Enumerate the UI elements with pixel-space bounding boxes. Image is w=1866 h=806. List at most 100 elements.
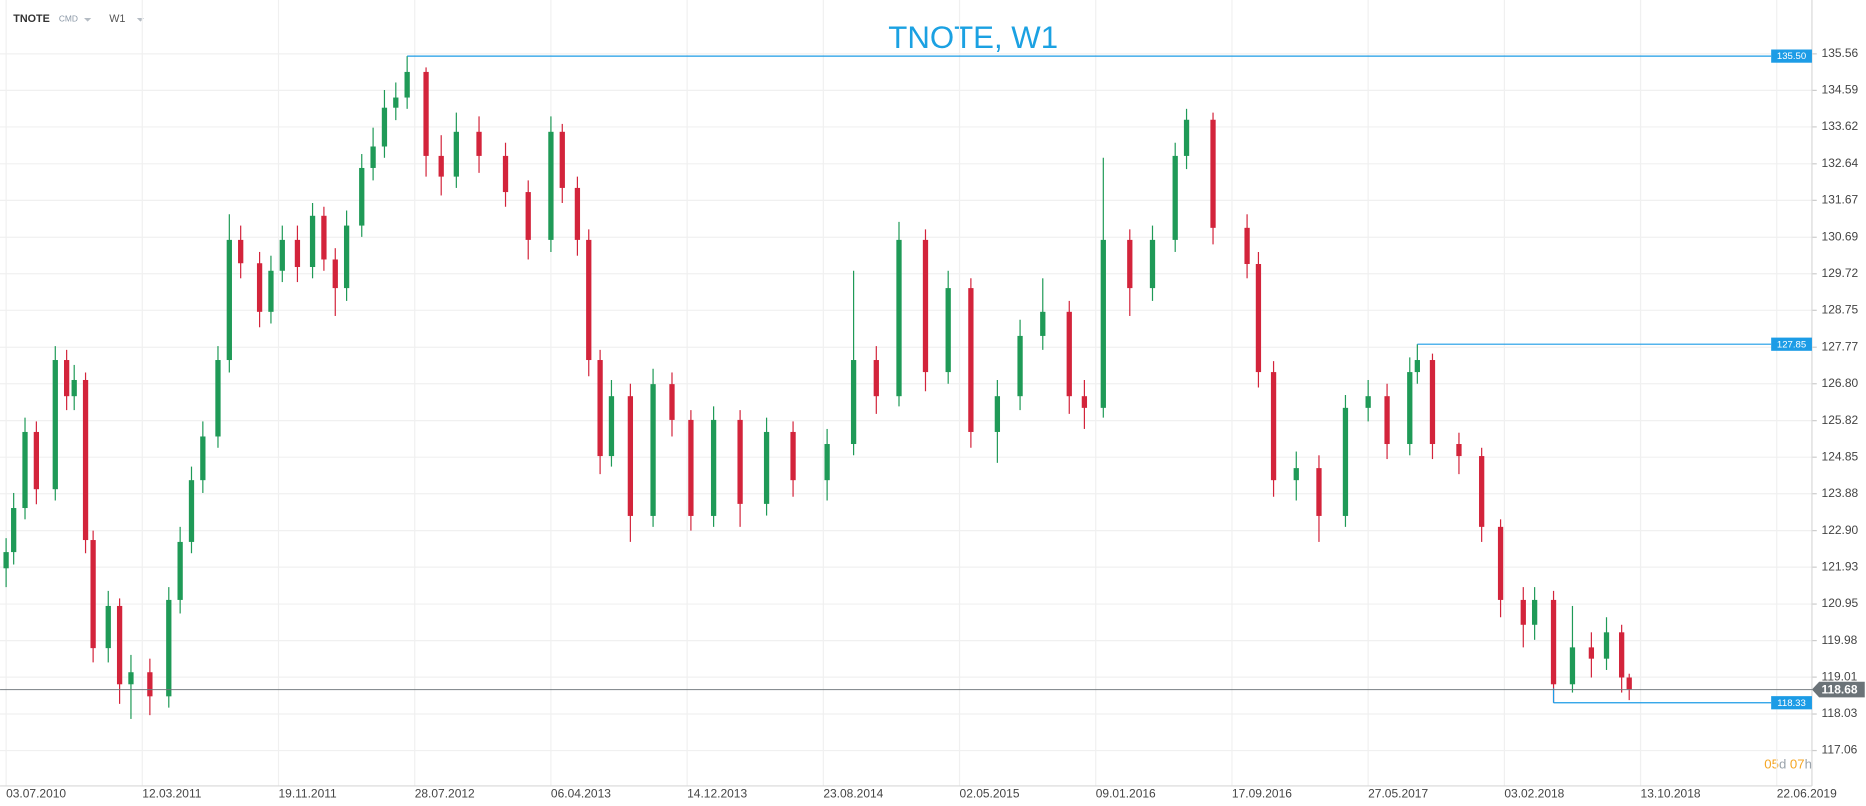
candle-body (1531, 599, 1538, 625)
y-tick-label: 123.88 (1822, 486, 1859, 500)
candle-body (215, 360, 221, 437)
candle-body (688, 419, 694, 516)
symbol[interactable]: TNOTE (13, 13, 50, 25)
x-tick-label: 02.05.2015 (960, 787, 1020, 801)
candle-body (423, 71, 429, 156)
candle-body (177, 541, 183, 600)
candle-body (1619, 632, 1625, 678)
candle-body (359, 167, 365, 226)
candle-body (1149, 239, 1156, 289)
chart-title: TNOTE, W1 (888, 20, 1058, 55)
countdown-hours-unit: h (1805, 757, 1812, 772)
candle-body (850, 360, 857, 445)
candle-body (873, 360, 879, 397)
candle-body (502, 155, 509, 193)
candle-countdown: 05d 07h (1764, 757, 1812, 772)
level-label: 118.33 (1777, 698, 1806, 709)
y-tick-label: 130.69 (1822, 229, 1859, 243)
candle-body (1603, 632, 1610, 659)
y-tick-label: 126.80 (1822, 376, 1859, 390)
candle-body (1520, 599, 1526, 625)
candle-body (238, 239, 244, 264)
candle-body (1270, 372, 1277, 481)
candle-body (824, 444, 830, 481)
candle-body (63, 360, 70, 397)
candle-body (1293, 468, 1299, 481)
candle-body (90, 540, 96, 649)
candle-body (710, 419, 717, 516)
x-tick-label: 19.11.2011 (279, 787, 338, 801)
candle-body (1569, 647, 1576, 685)
candle-body (574, 187, 581, 240)
instrument-kind[interactable]: CMD (59, 13, 78, 23)
y-tick-label: 132.64 (1822, 156, 1859, 170)
candle-body (1040, 311, 1046, 336)
candle-body (790, 431, 796, 481)
last-price-box (1811, 681, 1865, 698)
candle-body (11, 508, 17, 553)
y-tick-label: 119.98 (1822, 633, 1858, 647)
candle-body (559, 131, 565, 188)
candle-body (438, 155, 444, 177)
candle-body (548, 131, 554, 240)
level-label-box (1771, 337, 1812, 351)
candle-body (1017, 335, 1023, 397)
candle-body (896, 239, 902, 397)
candle-body (71, 379, 77, 397)
level-label: 127.85 (1777, 339, 1806, 350)
candle-body (1365, 396, 1371, 408)
y-tick-label: 119.01 (1822, 669, 1858, 683)
level-label: 135.50 (1777, 51, 1806, 62)
candle-body (1100, 239, 1106, 408)
candle-body (1497, 526, 1504, 600)
candle-body (128, 672, 134, 685)
candle-body (627, 396, 634, 516)
dropdown-arrow[interactable] (84, 17, 92, 22)
x-tick-label: 28.07.2012 (415, 787, 475, 801)
last-price-label: 118.68 (1822, 682, 1858, 696)
candle-body (52, 360, 58, 490)
candle-body (1456, 444, 1462, 457)
x-tick-label: 09.01.2016 (1096, 787, 1156, 801)
candle-body (82, 379, 89, 541)
candle-body (1316, 468, 1322, 516)
candle-body (650, 384, 656, 516)
candle-body (608, 396, 615, 457)
candle-body (105, 605, 111, 649)
candle-body (994, 396, 1001, 432)
y-tick-label: 128.75 (1822, 302, 1859, 316)
candle-body (737, 419, 743, 504)
candle-body (1081, 396, 1088, 408)
candle-body (968, 288, 974, 432)
candle-body (1342, 407, 1349, 516)
candle-body (1183, 119, 1190, 156)
x-tick-label: 03.02.2018 (1504, 787, 1564, 801)
candle-body (309, 215, 316, 268)
candle-body (1588, 647, 1595, 659)
dropdown-arrow[interactable] (136, 17, 145, 22)
candle-body (1626, 677, 1632, 690)
candle-body (1127, 239, 1133, 289)
candle-body (404, 71, 410, 98)
candle-body (763, 431, 770, 504)
x-tick-label: 23.08.2014 (823, 787, 883, 801)
candle-body (200, 436, 206, 481)
y-tick-label: 131.67 (1822, 193, 1859, 207)
candle-body (1210, 119, 1216, 228)
candle-body (1384, 396, 1390, 445)
candle-body (268, 270, 274, 312)
candle-body (1255, 263, 1262, 373)
interval[interactable]: W1 (109, 13, 125, 25)
y-tick-label: 135.56 (1822, 46, 1859, 60)
countdown-days-unit: d (1779, 757, 1786, 772)
candle-body (332, 259, 338, 289)
candle-body (1414, 360, 1420, 373)
candle-body (669, 384, 675, 420)
candle-body (294, 239, 301, 268)
y-tick-label: 118.03 (1822, 706, 1858, 720)
candle-body (22, 431, 28, 509)
x-tick-label: 03.07.2010 (6, 787, 66, 801)
y-tick-label: 127.77 (1822, 339, 1859, 353)
